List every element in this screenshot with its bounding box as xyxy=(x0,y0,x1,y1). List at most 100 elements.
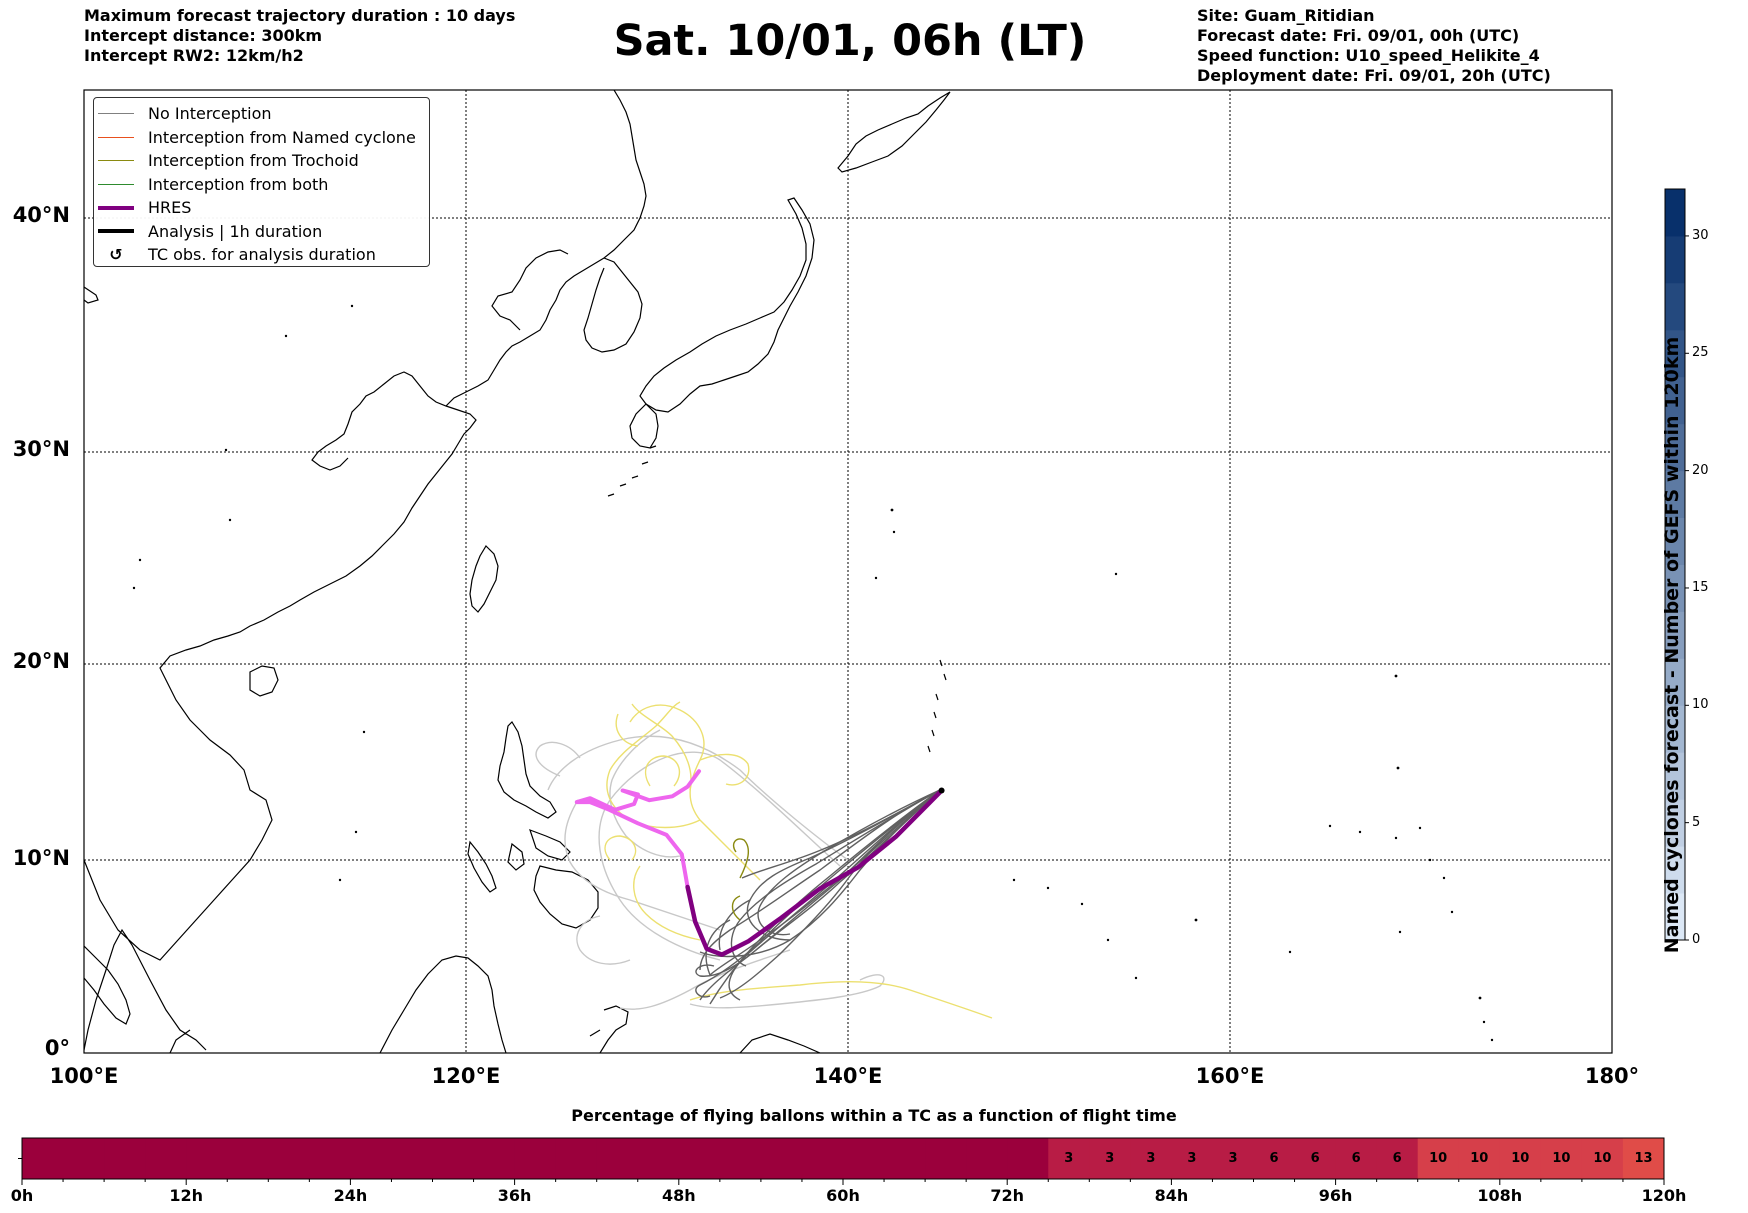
trochoid-track xyxy=(645,755,681,787)
colorbar-tick-label: 0 xyxy=(1692,932,1701,947)
colorbar-segment xyxy=(1665,752,1685,800)
trochoid-trajectories xyxy=(604,701,993,1019)
lon-label-100e: 100°E xyxy=(49,1064,119,1088)
flight-bar-cell xyxy=(514,1138,557,1179)
no-interception-track xyxy=(695,789,941,977)
flight-bar-tick-label: 60h xyxy=(826,1186,860,1205)
lat-label-20n: 20°N xyxy=(12,649,70,673)
flight-bar-cell xyxy=(596,1138,639,1179)
flight-bar-tick-label: 48h xyxy=(661,1186,696,1205)
colorbar-segment xyxy=(1665,846,1685,894)
no-interception-track xyxy=(741,789,941,879)
flight-bar-cell xyxy=(1294,1138,1337,1179)
coastline-new-guinea xyxy=(739,1033,821,1053)
colorbar-frame xyxy=(1664,188,1686,941)
page-title: Sat. 10/01, 06h (LT) xyxy=(613,16,1087,66)
colorbar-segment xyxy=(1665,423,1685,472)
flight-bar-cell xyxy=(1376,1138,1419,1179)
flight-bar-cell xyxy=(1212,1138,1254,1179)
coastline-taiwan xyxy=(469,545,499,613)
coastline-japan-honshu xyxy=(639,197,815,413)
coastline-sulawesi xyxy=(589,1005,629,1053)
coastline-visayas xyxy=(507,828,571,871)
trochoid-track xyxy=(631,703,692,791)
flight-bar-cell xyxy=(1007,1138,1049,1179)
flight-bar-cell xyxy=(391,1138,433,1179)
lat-label-10n: 10°N xyxy=(12,846,70,870)
coastline-mainland-asia xyxy=(84,90,647,1053)
colorbar-segment xyxy=(1665,282,1685,331)
intercept-distance-text: Intercept distance: 300km xyxy=(84,26,323,45)
no-interception-track xyxy=(728,789,941,1001)
max-duration-text: Maximum forecast trajectory duration : 1… xyxy=(84,6,516,25)
colorbar-segment xyxy=(1665,189,1685,237)
lat-label-40n: 40°N xyxy=(12,203,70,227)
small-islands xyxy=(132,304,1494,1042)
flight-bar-cell-label: 3 xyxy=(1187,1151,1197,1166)
lat-label-0: 0° xyxy=(44,1036,70,1060)
map-frame xyxy=(83,89,1613,1054)
site-info: Site: Guam_Ritidian Forecast date: Fri. … xyxy=(1197,6,1551,86)
colorbar xyxy=(1664,188,1689,941)
legend-item-hres: HRES xyxy=(94,196,429,220)
late-track-gray xyxy=(535,741,581,777)
flight-bar-cell-label: 3 xyxy=(1228,1151,1238,1166)
coastline-marianas xyxy=(927,659,947,753)
flight-bar-cell-label: 10 xyxy=(1593,1151,1612,1166)
late-track-gray xyxy=(547,735,849,861)
flight-bar-cell xyxy=(1048,1138,1090,1179)
colorbar-tick-label: 20 xyxy=(1692,462,1709,478)
flight-bar-cell xyxy=(884,1138,926,1179)
trochoid-track xyxy=(615,713,639,747)
flight-bar-cell xyxy=(760,1138,803,1179)
colorbar-segment xyxy=(1665,329,1685,378)
flight-bar-cell-label: 3 xyxy=(1105,1151,1115,1166)
trochoid-track xyxy=(699,753,750,786)
flight-bar-cell xyxy=(1417,1138,1460,1179)
flight-bar-tick-label: 108h xyxy=(1477,1186,1523,1205)
coastline-palawan xyxy=(467,840,497,893)
flight-bar-cell-label: 6 xyxy=(1310,1151,1320,1166)
flight-bar-cell xyxy=(1540,1138,1583,1179)
gridlines xyxy=(84,90,1612,1053)
flight-bar-cell xyxy=(966,1138,1008,1179)
flight-bar-cell xyxy=(227,1138,269,1179)
flight-bar-cell xyxy=(1581,1138,1624,1179)
lat-label-30n: 30°N xyxy=(12,437,70,461)
coastlines xyxy=(84,90,951,1053)
flight-bar-cell xyxy=(1253,1138,1296,1179)
late-track-gray xyxy=(576,915,631,965)
no-interception-track xyxy=(719,789,941,999)
coastline-borneo xyxy=(379,955,507,1053)
flight-bar-cell xyxy=(432,1138,475,1179)
site-text: Site: Guam_Ritidian xyxy=(1197,6,1375,25)
flight-bar-tick-label: 120h xyxy=(1641,1186,1687,1205)
flight-bar-tick-label: 12h xyxy=(169,1186,204,1205)
late-track-gray xyxy=(689,974,885,1009)
flight-bar-cell xyxy=(473,1138,516,1179)
flight-bar-cell xyxy=(801,1138,844,1179)
legend-item-trochoid: Interception from Trochoid xyxy=(94,149,429,173)
flight-bar-cell xyxy=(22,1138,64,1179)
no-interception-track xyxy=(695,789,941,998)
flight-bar-cell xyxy=(555,1138,598,1179)
legend-item-both: Interception from both xyxy=(94,173,429,197)
colorbar-tick-label: 10 xyxy=(1692,697,1709,713)
coastline-bohai xyxy=(491,249,569,331)
no-interception-track xyxy=(730,789,941,967)
trochoid-track xyxy=(606,701,701,829)
flight-bar-cell xyxy=(925,1138,967,1179)
flight-bar-cell-label: 3 xyxy=(1064,1151,1074,1166)
colorbar-segment xyxy=(1665,799,1685,847)
flight-bar-title: Percentage of flying ballons within a TC… xyxy=(571,1106,1177,1125)
intercept-rw2-text: Intercept RW2: 12km/h2 xyxy=(84,46,304,65)
flight-bar-tick-label: 0h xyxy=(10,1186,34,1205)
coastline-sumatra xyxy=(84,945,131,1025)
colorbar-segment xyxy=(1665,893,1685,941)
lon-label-180: 180° xyxy=(1584,1064,1640,1088)
flight-bar-cell xyxy=(309,1138,351,1179)
forecast-date-text: Forecast date: Fri. 09/01, 00h (UTC) xyxy=(1197,26,1520,45)
trochoid-interception-track xyxy=(731,895,741,921)
site-dot xyxy=(938,787,945,794)
flight-bar-cell-label: 3 xyxy=(1146,1151,1156,1166)
